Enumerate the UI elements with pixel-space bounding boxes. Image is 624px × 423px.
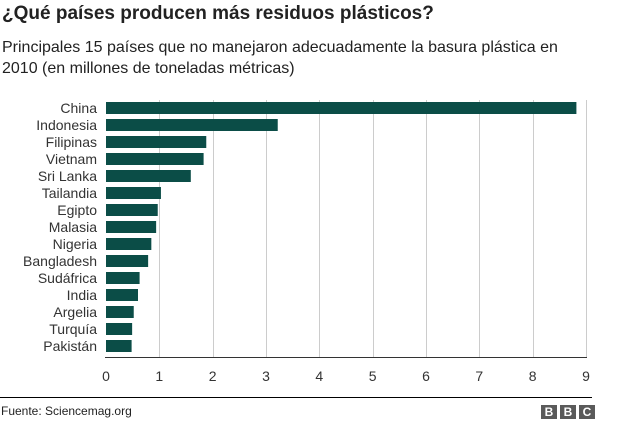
category-label: Bangladesh (23, 253, 97, 269)
bar-turquía (106, 323, 133, 335)
bar-filipinas (106, 136, 207, 148)
bar-tailandia (106, 187, 161, 199)
category-label: Nigeria (53, 236, 98, 252)
category-label: Egipto (57, 202, 97, 218)
category-label: India (67, 287, 98, 303)
bar-india (106, 289, 138, 301)
category-label: China (60, 100, 97, 116)
source-note: Fuente: Sciencemag.org (1, 404, 132, 418)
bbc-logo: B B C (541, 405, 595, 419)
x-tick-labels: 0 1 2 3 4 5 6 7 8 9 (102, 368, 590, 384)
category-label: Sri Lanka (38, 168, 97, 184)
bars (106, 102, 577, 352)
x-tick-label: 6 (422, 368, 430, 384)
chart-subtitle: Principales 15 países que no manejaron a… (2, 39, 558, 77)
category-label: Vietnam (46, 151, 97, 167)
x-tick-label: 1 (155, 368, 163, 384)
category-label: Filipinas (46, 134, 97, 150)
category-label: Indonesia (36, 117, 97, 133)
x-tick-label: 3 (262, 368, 270, 384)
bar-nigeria (106, 238, 152, 250)
gridlines (159, 100, 587, 357)
bar-pakistán (106, 340, 132, 352)
chart-title: ¿Qué países producen más residuos plásti… (2, 3, 434, 24)
bbc-logo-block: B (541, 405, 557, 419)
footer-divider (0, 397, 592, 398)
category-label: Sudáfrica (38, 270, 97, 286)
bar-china (106, 102, 577, 114)
category-label: Argelia (53, 304, 97, 320)
bar-indonesia (106, 119, 278, 131)
x-tick-label: 2 (209, 368, 217, 384)
category-label: Pakistán (43, 338, 97, 354)
category-label: Malasia (49, 219, 97, 235)
bar-bangladesh (106, 255, 149, 267)
category-label: Turquía (49, 321, 97, 337)
bar-malasia (106, 221, 157, 233)
x-tick-label: 7 (475, 368, 483, 384)
bar-sri-lanka (106, 170, 191, 182)
x-tick-label: 8 (529, 368, 537, 384)
bar-argelia (106, 306, 134, 318)
bar-vietnam (106, 153, 204, 165)
x-tick-label: 9 (582, 368, 590, 384)
x-tick-label: 0 (102, 368, 110, 384)
bar-egipto (106, 204, 158, 216)
bar-sudáfrica (106, 272, 140, 284)
bbc-logo-block: B (560, 405, 576, 419)
x-tick-label: 4 (315, 368, 323, 384)
x-tick-label: 5 (369, 368, 377, 384)
category-label: Tailandia (42, 185, 97, 201)
bbc-logo-block: C (579, 405, 595, 419)
